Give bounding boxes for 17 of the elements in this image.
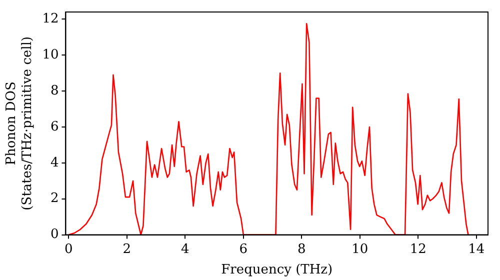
- y-tick-label: 4: [50, 155, 59, 170]
- y-tick-label: 2: [50, 191, 59, 206]
- x-tick-label: 14: [468, 242, 485, 257]
- x-tick-label: 10: [352, 242, 368, 257]
- y-tick-label: 12: [42, 12, 59, 27]
- y-tick-label: 10: [42, 48, 59, 62]
- y-axis-title: Phonon DOS (States/THz·primitive cell): [4, 36, 35, 210]
- x-tick-label: 8: [297, 242, 306, 257]
- x-axis-title: Frequency (THz): [221, 262, 333, 278]
- y-tick-label: 8: [50, 83, 59, 98]
- x-tick-label: 4: [181, 242, 190, 257]
- x-tick-label: 0: [64, 242, 73, 257]
- x-tick-label: 12: [410, 242, 426, 257]
- x-tick-label: 6: [239, 242, 248, 257]
- y-tick-label: 6: [50, 119, 59, 134]
- x-tick-label: 2: [122, 242, 132, 257]
- y-tick-label: 0: [50, 227, 59, 242]
